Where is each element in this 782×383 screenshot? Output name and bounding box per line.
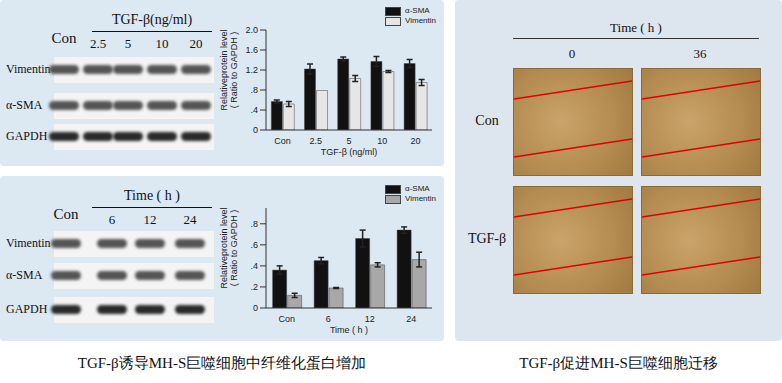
svg-text:10: 10 xyxy=(377,136,387,146)
html-text:2.5: 2.5 xyxy=(89,36,107,51)
html-text:TGF-β诱导MH-S巨噬细胞中纤维化蛋白增加: TGF-β诱导MH-S巨噬细胞中纤维化蛋白增加 xyxy=(77,355,367,371)
svg-text:Relativeprotein level: Relativeprotein level xyxy=(219,207,229,288)
svg-text:Con: Con xyxy=(278,314,295,324)
html-text:Con: Con xyxy=(53,206,79,222)
svg-text:.4: .4 xyxy=(250,261,258,271)
html-text:Con: Con xyxy=(51,30,77,46)
svg-text:.2: .2 xyxy=(250,282,258,292)
html-text:5: 5 xyxy=(124,36,132,51)
html-text:6: 6 xyxy=(108,212,116,227)
svg-text:1.6: 1.6 xyxy=(245,45,258,55)
html-text:GAPDH: GAPDH xyxy=(6,129,48,143)
html-text:TGF-β促进MH-S巨噬细胞迁移: TGF-β促进MH-S巨噬细胞迁移 xyxy=(519,355,718,371)
svg-text:5: 5 xyxy=(346,136,351,146)
svg-text:.6: .6 xyxy=(250,240,258,250)
html-text:Vimentin: Vimentin xyxy=(405,16,436,25)
html-text:20: 20 xyxy=(189,36,203,51)
html-text:24: 24 xyxy=(183,212,197,227)
html-text:0: 0 xyxy=(568,46,576,61)
html-text:TGF-β: TGF-β xyxy=(467,231,507,246)
svg-text:Con: Con xyxy=(274,136,291,146)
svg-text:TGF-β (ng/ml): TGF-β (ng/ml) xyxy=(321,147,378,157)
html-text:α-SMA: α-SMA xyxy=(6,268,43,282)
html-text:α-SMA: α-SMA xyxy=(405,184,430,193)
html-text:Time ( h ): Time ( h ) xyxy=(124,188,180,203)
svg-text:0: 0 xyxy=(253,303,258,313)
svg-text:2.0: 2.0 xyxy=(245,25,258,35)
svg-text:24: 24 xyxy=(406,314,416,324)
svg-text:Relativeprotein level: Relativeprotein level xyxy=(219,29,229,110)
svg-text:.8: .8 xyxy=(250,219,258,229)
svg-text:6: 6 xyxy=(326,314,331,324)
html-text:Vimentin: Vimentin xyxy=(6,236,51,250)
html-text:Con: Con xyxy=(475,113,499,128)
svg-text:12: 12 xyxy=(365,314,375,324)
html-text:Vimentin: Vimentin xyxy=(6,62,51,76)
html-text:TGF-β(ng/ml): TGF-β(ng/ml) xyxy=(111,12,193,27)
html-text:Time ( h ): Time ( h ) xyxy=(610,20,662,35)
svg-text:0: 0 xyxy=(253,125,258,135)
html-text:α-SMA: α-SMA xyxy=(405,6,430,15)
svg-text:2.5: 2.5 xyxy=(310,136,323,146)
html-text:GAPDH: GAPDH xyxy=(6,302,48,316)
svg-text:( Ratio to GAPDH ): ( Ratio to GAPDH ) xyxy=(229,210,239,287)
svg-text:.8: .8 xyxy=(250,85,258,95)
svg-text:.4: .4 xyxy=(250,105,258,115)
html-text:12: 12 xyxy=(143,212,157,227)
svg-text:1.2: 1.2 xyxy=(245,65,258,75)
html-text:10: 10 xyxy=(155,36,169,51)
html-text:α-SMA: α-SMA xyxy=(6,98,43,112)
svg-text:( Ratio to GAPDH ): ( Ratio to GAPDH ) xyxy=(229,32,239,109)
svg-text:20: 20 xyxy=(410,136,420,146)
svg-text:Time ( h ): Time ( h ) xyxy=(330,325,368,335)
html-text:36: 36 xyxy=(693,46,707,61)
html-text:Vimentin: Vimentin xyxy=(405,194,436,203)
